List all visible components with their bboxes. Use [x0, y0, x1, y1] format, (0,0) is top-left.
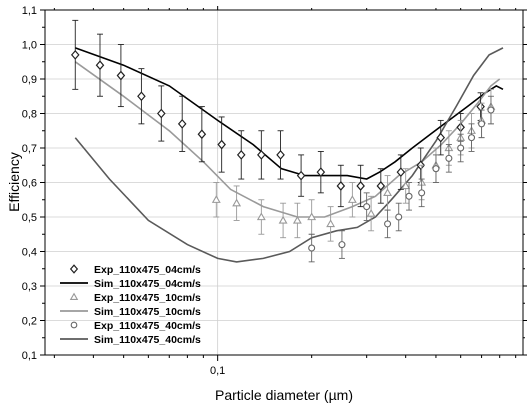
y-tick-label: 0,8 — [22, 109, 37, 121]
legend-label: Exp_110x475_04cm/s — [94, 264, 201, 276]
diamond-marker — [116, 70, 126, 81]
circle-marker — [432, 165, 440, 173]
y-tick-label: 0,4 — [22, 247, 37, 259]
triangle-marker — [69, 292, 79, 301]
circle-marker — [445, 154, 453, 162]
diamond-marker — [137, 91, 146, 102]
circle-marker — [384, 220, 392, 228]
diamond-marker — [376, 181, 386, 191]
diamond-marker — [476, 101, 485, 112]
scatter-series — [308, 95, 495, 263]
diamond-marker — [396, 167, 406, 178]
y-tick-label: 0,3 — [22, 281, 37, 293]
triangle-marker — [292, 215, 302, 224]
circle-marker — [363, 203, 371, 211]
diamond-marker — [156, 108, 166, 119]
y-tick-label: 1,0 — [22, 40, 37, 52]
diamond-marker — [177, 118, 187, 129]
x-axis-title: Particle diameter (µm) — [215, 387, 353, 403]
triangle-marker — [232, 198, 242, 207]
diamond-marker — [276, 149, 285, 160]
legend-label: Exp_110x475_40cm/s — [94, 320, 201, 332]
y-tick-label: 0,9 — [22, 74, 37, 86]
legend-label: Sim_110x475_40cm/s — [94, 334, 201, 346]
legend-item: Sim_110x475_04cm/s — [60, 278, 201, 290]
legend-item: Exp_110x475_04cm/s — [69, 264, 201, 276]
diamond-marker — [95, 60, 105, 71]
circle-marker — [395, 213, 403, 221]
triangle-marker — [211, 195, 221, 203]
diamond-marker — [316, 167, 326, 178]
diamond-marker — [69, 264, 79, 274]
y-tick-label: 0,1 — [22, 350, 37, 362]
y-tick-label: 0,7 — [22, 143, 37, 155]
circle-marker — [468, 134, 476, 142]
series-line — [74, 47, 504, 263]
legend-item: Exp_110x475_10cm/s — [69, 292, 201, 304]
y-axis-title: Efficiency — [6, 152, 22, 212]
triangle-marker — [401, 181, 411, 190]
legend-label: Sim_110x475_10cm/s — [94, 306, 201, 318]
circle-marker — [405, 192, 413, 200]
y-tick-label: 0,6 — [22, 178, 37, 190]
y-tick-label: 1,1 — [22, 5, 37, 17]
diamond-marker — [236, 149, 246, 160]
legend-item: Exp_110x475_40cm/s — [70, 320, 201, 332]
diamond-marker — [70, 49, 80, 60]
diamond-marker — [436, 132, 446, 143]
circle-marker — [478, 120, 486, 128]
axis-ticks: 0,1 0,2 0,3 0,4 0,5 0,6 0,7 0,8 0,9 1,0 1,1 0,1 — [22, 5, 527, 377]
diamond-marker — [336, 181, 346, 191]
circle-marker — [308, 244, 316, 252]
series-line — [75, 47, 504, 180]
series — [70, 19, 504, 263]
diamond-marker — [356, 181, 365, 191]
triangle-marker — [307, 212, 317, 221]
circle-marker — [338, 241, 346, 249]
circle-marker — [487, 106, 495, 114]
triangle-marker — [326, 219, 336, 228]
y-tick-label: 0,2 — [22, 316, 37, 328]
diamond-marker — [296, 170, 306, 181]
diamond-marker — [217, 139, 226, 150]
triangle-marker — [383, 188, 393, 197]
triangle-marker — [256, 212, 266, 221]
legend: Exp_110x475_04cm/s Sim_110x475_04cm/s Exp_… — [60, 264, 201, 346]
legend-item: Sim_110x475_10cm/s — [60, 306, 201, 318]
triangle-marker — [366, 208, 376, 217]
y-tick-label: 0,5 — [22, 212, 37, 224]
circle-marker — [457, 144, 465, 152]
diamond-marker — [257, 149, 266, 160]
legend-label: Exp_110x475_10cm/s — [94, 292, 201, 304]
circle-marker — [70, 321, 78, 329]
x-tick-label: 0,1 — [210, 365, 225, 377]
legend-label: Sim_110x475_04cm/s — [94, 278, 201, 290]
circle-marker — [418, 189, 426, 197]
diamond-marker — [197, 129, 207, 140]
triangle-marker — [347, 195, 357, 203]
triangle-marker — [278, 215, 288, 224]
scatter-series — [70, 19, 485, 208]
legend-item: Sim_110x475_40cm/s — [60, 334, 201, 346]
